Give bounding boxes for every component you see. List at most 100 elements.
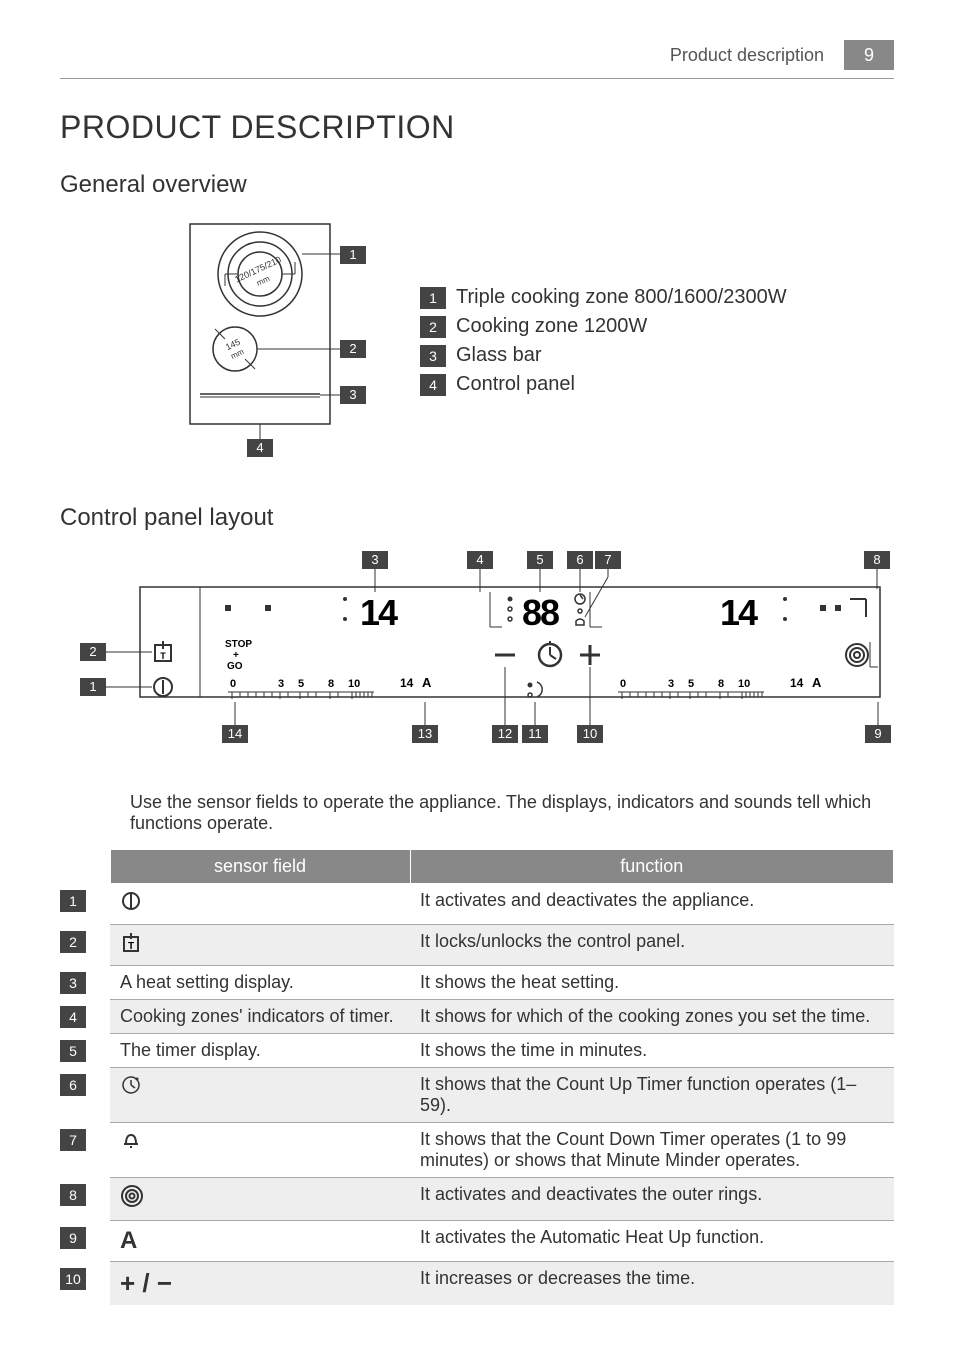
- page-number: 9: [844, 40, 894, 70]
- function-text: It activates and deactivates the outer r…: [410, 1178, 894, 1221]
- table-row: 7 It shows that the Count Down Timer ope…: [60, 1123, 894, 1178]
- legend-text: Glass bar: [456, 344, 542, 367]
- callout-number: 4: [420, 374, 446, 396]
- svg-text:4: 4: [476, 552, 483, 567]
- function-text: It shows that the Count Up Timer functio…: [410, 1068, 894, 1123]
- overview-section: 120/175/210 mm 145 mm 1 2 3 4: [60, 214, 894, 474]
- svg-text:10: 10: [738, 678, 750, 690]
- table-row: 1 It activates and deactivates the appli…: [60, 884, 894, 925]
- callout-number: 7: [60, 1129, 86, 1151]
- svg-text:A: A: [422, 675, 432, 690]
- rings-icon: [110, 1178, 410, 1221]
- page-title: PRODUCT DESCRIPTION: [60, 109, 894, 146]
- svg-text:6: 6: [576, 552, 583, 567]
- control-panel-table: sensor field function 1 It activates and…: [60, 849, 894, 1305]
- header-section-title: Product description: [670, 45, 824, 66]
- function-text: It activates and deactivates the applian…: [410, 884, 894, 925]
- legend-item: 2 Cooking zone 1200W: [420, 315, 894, 338]
- svg-text:GO: GO: [227, 661, 243, 672]
- hob-diagram: 120/175/210 mm 145 mm 1 2 3 4: [180, 214, 380, 474]
- function-text: It shows for which of the cooking zones …: [410, 1000, 894, 1034]
- svg-text:T: T: [128, 941, 134, 952]
- field-text: Cooking zones' indicators of timer.: [110, 1000, 410, 1034]
- bell-icon: [110, 1123, 410, 1178]
- svg-text:1: 1: [349, 247, 356, 262]
- function-text: It activates the Automatic Heat Up funct…: [410, 1221, 894, 1262]
- svg-text:14: 14: [790, 676, 804, 690]
- plus-minus-icon: + / −: [110, 1262, 410, 1306]
- legend-item: 4 Control panel: [420, 373, 894, 396]
- svg-text:12: 12: [498, 726, 512, 741]
- svg-text:5: 5: [688, 678, 694, 690]
- svg-text:5: 5: [536, 552, 543, 567]
- svg-text:10: 10: [583, 726, 597, 741]
- overview-heading: General overview: [60, 171, 894, 199]
- svg-text:mm: mm: [255, 274, 271, 288]
- svg-text:1: 1: [89, 679, 96, 694]
- svg-text:11: 11: [528, 726, 542, 741]
- svg-text:8: 8: [328, 678, 334, 690]
- callout-number: 3: [60, 972, 86, 994]
- callout-number: 4: [60, 1006, 86, 1028]
- overview-legend: 1 Triple cooking zone 800/1600/2300W 2 C…: [420, 286, 894, 402]
- function-text: It shows the heat setting.: [410, 966, 894, 1000]
- table-row: 10 + / − It increases or decreases the t…: [60, 1262, 894, 1306]
- power-icon: [110, 884, 410, 925]
- function-text: It shows the time in minutes.: [410, 1034, 894, 1068]
- svg-text:88: 88: [522, 592, 559, 633]
- callout-number: 1: [60, 890, 86, 912]
- function-text: It locks/unlocks the control panel.: [410, 925, 894, 966]
- table-header-blank: [60, 850, 110, 884]
- svg-text:14: 14: [228, 726, 242, 741]
- svg-text:10: 10: [348, 678, 360, 690]
- function-text: It increases or decreases the time.: [410, 1262, 894, 1306]
- svg-text:STOP: STOP: [225, 639, 252, 650]
- callout-number: 1: [420, 287, 446, 309]
- svg-text:13: 13: [418, 726, 432, 741]
- legend-item: 3 Glass bar: [420, 344, 894, 367]
- page-header: Product description 9: [60, 40, 894, 79]
- svg-text:A: A: [812, 675, 822, 690]
- svg-text:3: 3: [278, 678, 284, 690]
- callout-number: 8: [60, 1184, 86, 1206]
- field-text: The timer display.: [110, 1034, 410, 1068]
- svg-text:5: 5: [298, 678, 304, 690]
- callout-number: 9: [60, 1227, 86, 1249]
- letter-a-icon: A: [110, 1221, 410, 1262]
- svg-text:0: 0: [620, 678, 626, 690]
- callout-number: 3: [420, 345, 446, 367]
- svg-text:14: 14: [400, 676, 414, 690]
- control-panel-heading: Control panel layout: [60, 504, 894, 532]
- svg-text:3: 3: [371, 552, 378, 567]
- control-panel-instructions: Use the sensor fields to operate the app…: [130, 792, 894, 834]
- legend-text: Control panel: [456, 373, 575, 396]
- svg-text:2: 2: [349, 341, 356, 356]
- table-header-function: function: [410, 850, 894, 884]
- callout-number: 2: [60, 931, 86, 953]
- svg-text:14: 14: [360, 592, 398, 633]
- svg-text:9: 9: [874, 726, 881, 741]
- svg-text:8: 8: [718, 678, 724, 690]
- table-row: 9 A It activates the Automatic Heat Up f…: [60, 1221, 894, 1262]
- svg-text:4: 4: [256, 440, 263, 455]
- svg-text:0: 0: [230, 678, 236, 690]
- field-text: A heat setting display.: [110, 966, 410, 1000]
- table-row: 6 It shows that the Count Up Timer funct…: [60, 1068, 894, 1123]
- legend-item: 1 Triple cooking zone 800/1600/2300W: [420, 286, 894, 309]
- table-header-field: sensor field: [110, 850, 410, 884]
- svg-text:14: 14: [720, 592, 758, 633]
- svg-text:T: T: [160, 651, 166, 661]
- svg-text:3: 3: [349, 387, 356, 402]
- table-row: 2 T It locks/unlocks the control panel.: [60, 925, 894, 966]
- callout-number: 2: [420, 316, 446, 338]
- callout-number: 10: [60, 1268, 86, 1290]
- callout-number: 5: [60, 1040, 86, 1062]
- table-row: 3 A heat setting display. It shows the h…: [60, 966, 894, 1000]
- table-row: 8 It activates and deactivates the outer…: [60, 1178, 894, 1221]
- clock-up-icon: [110, 1068, 410, 1123]
- table-row: 4 Cooking zones' indicators of timer. It…: [60, 1000, 894, 1034]
- callout-number: 6: [60, 1074, 86, 1096]
- function-text: It shows that the Count Down Timer opera…: [410, 1123, 894, 1178]
- svg-text:+: +: [233, 650, 239, 661]
- svg-text:8: 8: [873, 552, 880, 567]
